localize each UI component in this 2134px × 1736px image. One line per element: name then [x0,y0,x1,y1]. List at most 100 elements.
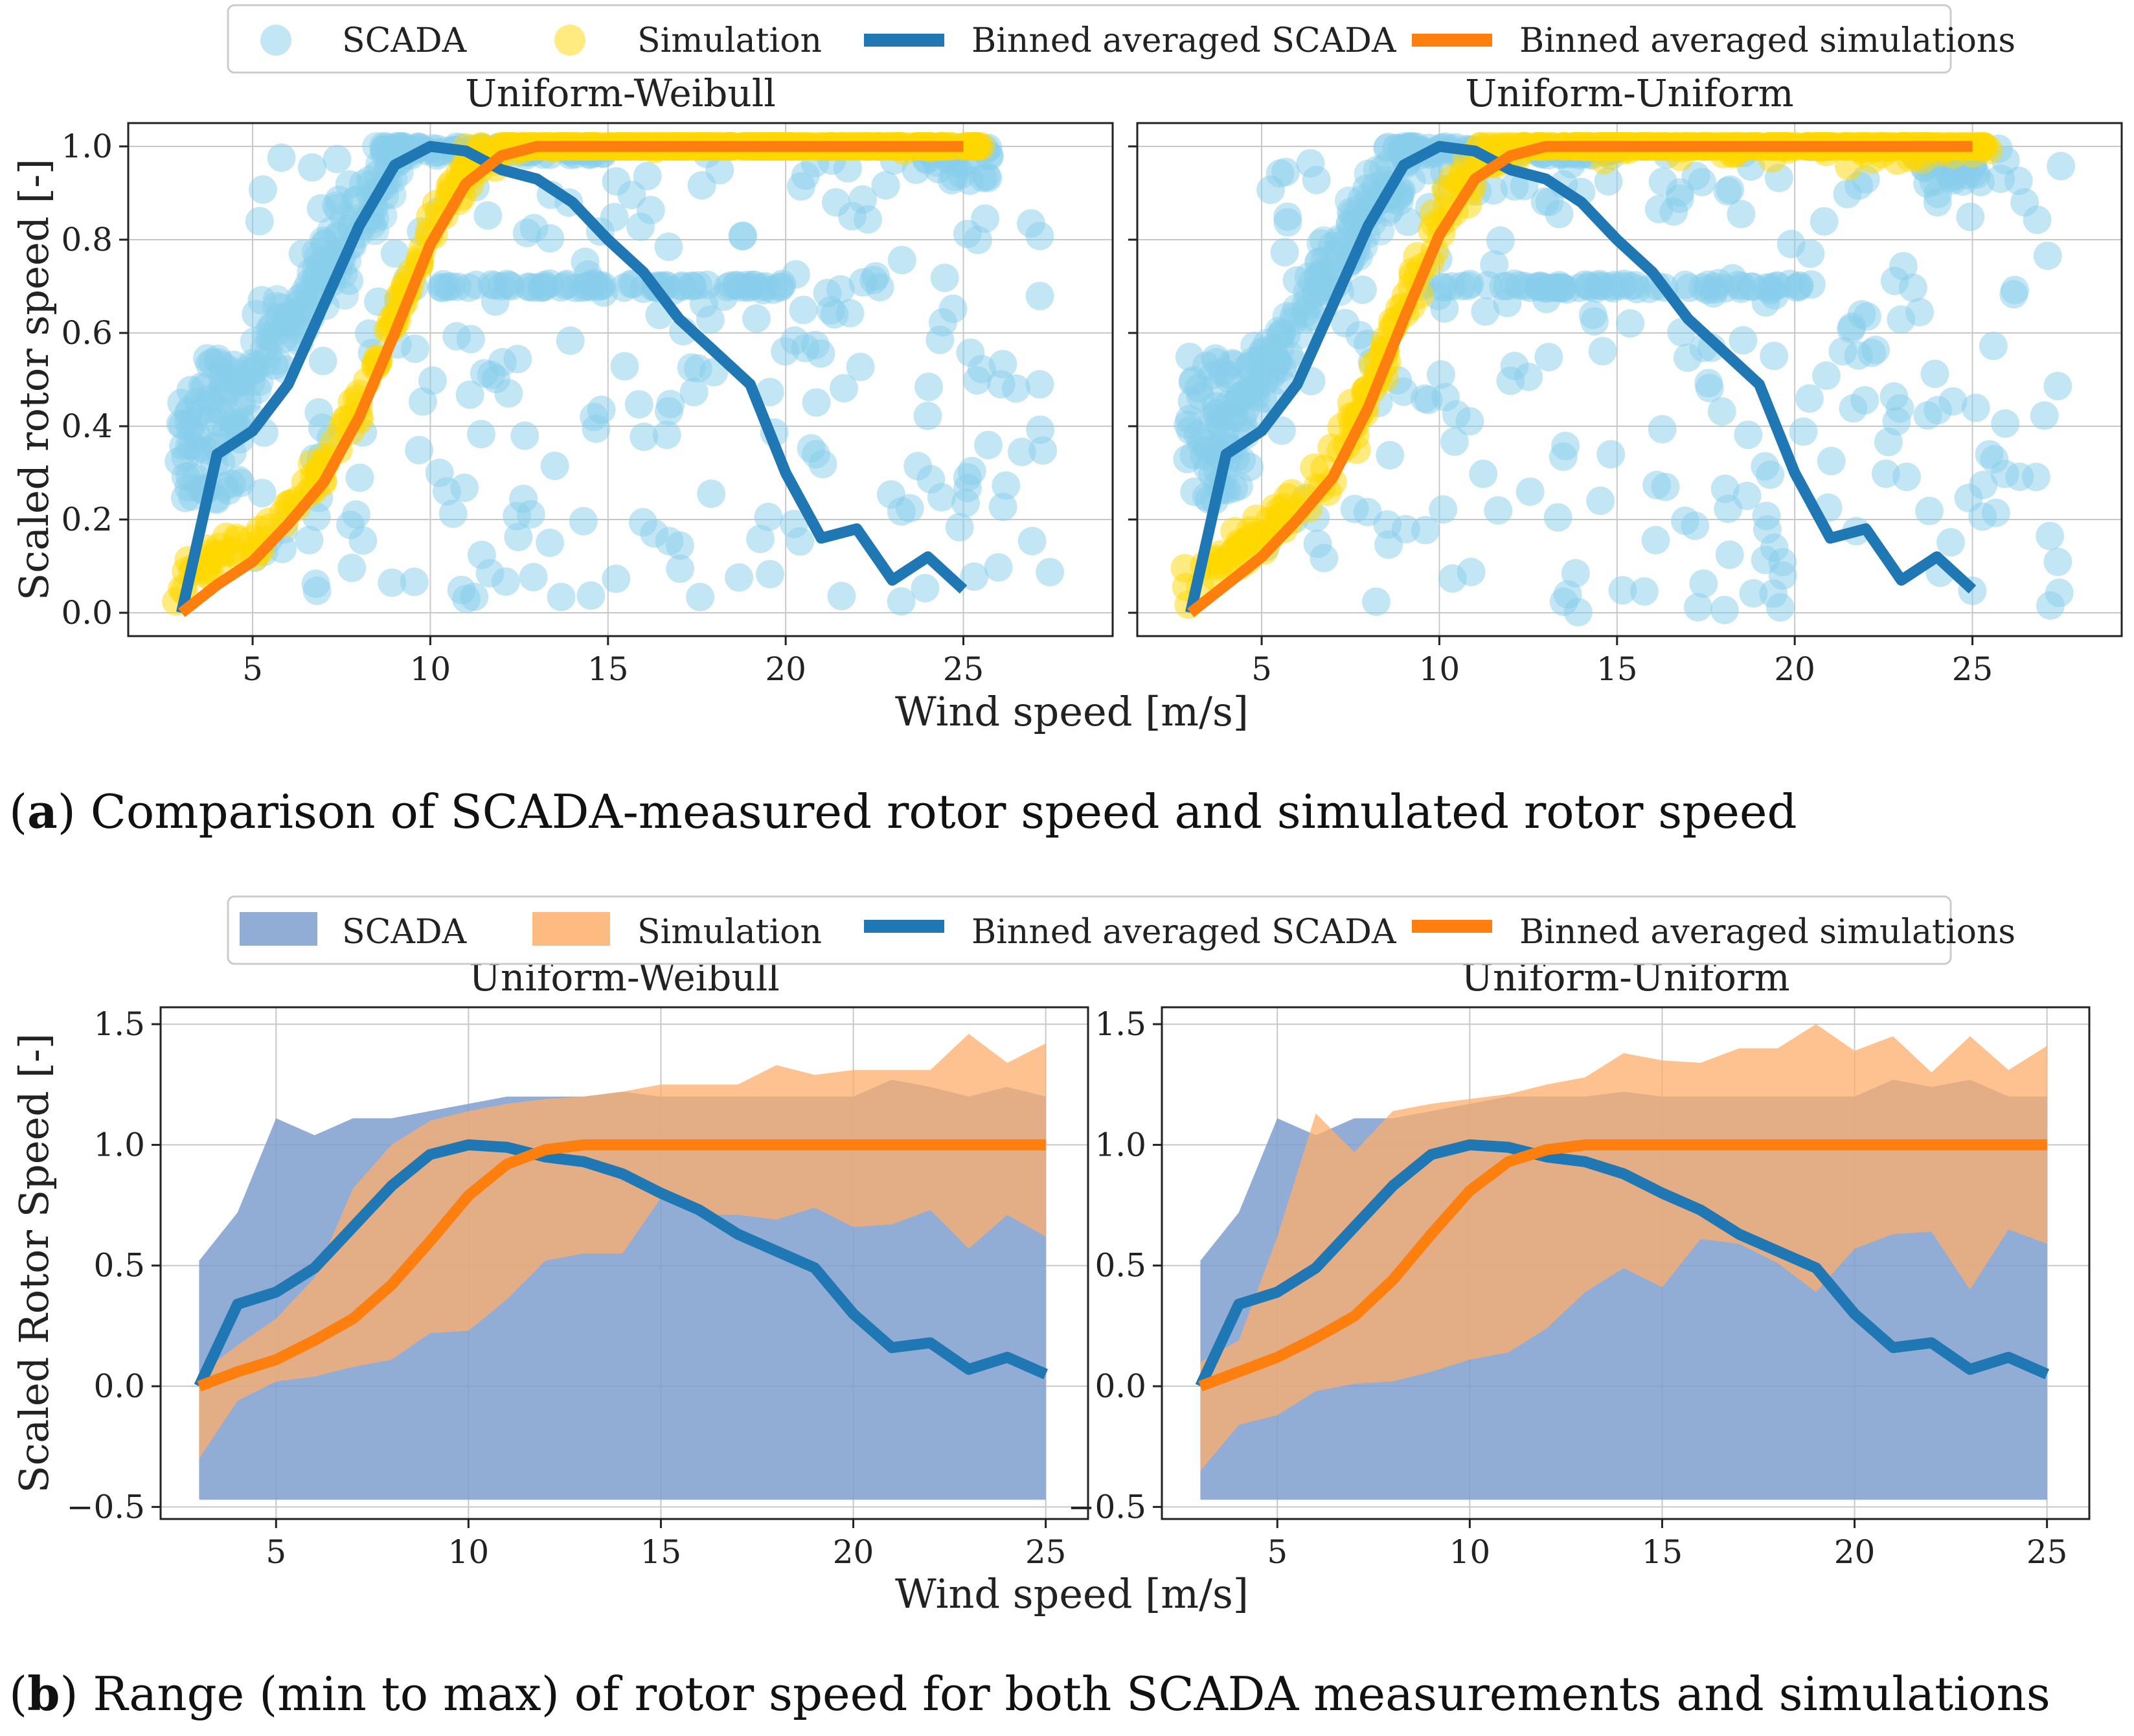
y-tick-label: 1.0 [93,1126,145,1163]
scada-point [1729,326,1758,355]
axes-frame [1136,122,2123,637]
chart-a-left: 5 10 15 20 25 0.0 0.2 0.4 0.6 0.8 1.0 Uniform-Weibu… [10,71,1114,688]
scada-point [1190,429,1220,458]
scada-point [569,507,598,536]
scada-point [301,569,330,599]
scada-point [1236,372,1265,402]
scada-point [503,501,532,531]
x-tick-label: 15 [587,650,629,688]
scada-point [1648,167,1677,196]
scada-point [1309,226,1338,255]
scada-point [656,389,685,418]
legend-b-sim-label: Simulation [637,913,822,952]
scada-point [456,325,485,354]
scada-point [337,553,367,582]
scada-point [771,337,800,366]
scada-point [1892,463,1921,492]
scada-point [1260,344,1289,373]
scada-point [240,327,269,356]
axes-frame [159,1006,1089,1520]
scada-point [1201,372,1231,401]
scada-point [1938,387,1968,416]
y-tick-label: −0.5 [1068,1488,1146,1525]
scada-point [624,390,653,419]
scada-point [237,349,266,378]
scada-point [336,510,365,540]
scada-point [689,289,718,318]
scada-point [1469,459,1498,488]
legend-a-scada-line-label: Binned averaged SCADA [971,21,1397,60]
scada-point [655,527,684,556]
scada-point [1670,506,1699,535]
scada-point [171,442,200,472]
panel-title: Uniform-Uniform [1465,71,1793,115]
scada-point [1951,161,1981,190]
x-tick-label: 25 [2026,1533,2068,1571]
scada-point [956,338,985,367]
legend-b-sim-line-label: Binned averaged simulations [1519,913,2015,952]
scada-point [1543,503,1572,532]
legend-a-sim-label: Simulation [637,21,822,60]
scada-point [1765,593,1795,622]
scada-point [227,389,256,418]
y-tick-label: 0.6 [61,314,113,352]
scada-point [988,492,1017,521]
scada-point [1734,420,1763,450]
x-tick-label: 15 [1596,650,1638,688]
plot-area [1195,1024,2050,1500]
scada-point [1586,486,1615,516]
scada-point [1244,350,1273,380]
scada-point [540,451,569,481]
scada-point [205,408,234,437]
scada-point [1694,369,1723,398]
scada-point [288,239,317,268]
x-tick-label: 5 [1251,650,1272,688]
scada-point [225,367,255,396]
scada-point [273,303,302,332]
scada-point [236,352,266,382]
scada-point [238,356,267,385]
scada-point [208,361,237,391]
scada-point [1302,165,1331,194]
caption-b-text: Range (min to max) of rotor speed for bo… [93,1667,2050,1721]
scada-point [820,300,849,329]
scada-point [1248,337,1277,366]
scada-point [271,301,300,330]
y-axis-label: Scaled rotor speed [-] [10,159,58,600]
scada-point [1249,337,1278,367]
scada-point [686,582,715,611]
x-tick-label: 20 [1774,650,1815,688]
scada-point [306,194,335,223]
scada-point [1242,382,1271,411]
scada-point [258,325,287,354]
scada-point [1347,185,1376,214]
scada-point [1563,598,1593,627]
y-tick-label: 0.5 [1095,1247,1146,1285]
scada-point [1238,347,1267,376]
scada-point [418,366,448,395]
panel-title: Uniform-Weibull [465,71,776,115]
scada-point [1267,416,1296,445]
legend-a-sim-line [1412,34,1492,47]
scada-point [1924,179,1953,209]
scada-point [291,275,321,304]
scada-point [378,568,407,597]
scada-point [1248,384,1277,413]
scada-point [821,188,850,217]
scada-point [1844,341,1873,370]
scada-point [1968,502,1997,531]
ticks: 5 10 15 20 25 [1128,145,1993,688]
scada-point [630,422,659,451]
scada-point [602,564,631,593]
scada-point [848,268,878,297]
scada-point [947,160,976,189]
legend-b: SCADA Simulation Binned averaged SCADA B… [227,895,2015,965]
x-tick-label: 20 [765,650,806,688]
scada-point [887,587,916,616]
scada-point [405,435,434,464]
scada-point [988,350,1017,379]
scada-point [1887,305,1916,334]
scada-point [1317,231,1346,260]
scada-point [1882,407,1911,436]
